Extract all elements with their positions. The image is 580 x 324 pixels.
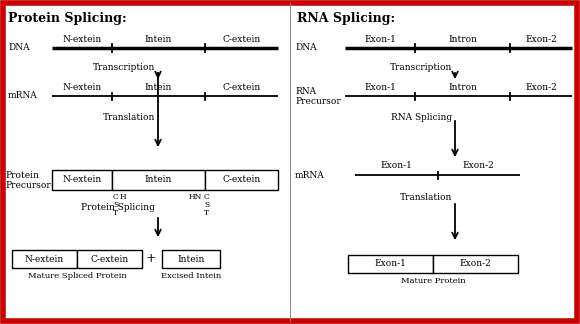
Text: N-extein: N-extein <box>63 34 102 43</box>
Text: C: C <box>113 193 119 201</box>
Text: Precursor: Precursor <box>295 97 341 106</box>
Text: DNA: DNA <box>8 43 30 52</box>
Text: Exon-1: Exon-1 <box>364 34 396 43</box>
Bar <box>77 250 142 268</box>
Bar <box>162 250 220 268</box>
Text: Mature Spliced Protein: Mature Spliced Protein <box>28 272 126 280</box>
Text: Exon-2: Exon-2 <box>463 161 495 170</box>
Text: RNA Splicing: RNA Splicing <box>391 113 452 122</box>
Text: RNA: RNA <box>295 87 316 97</box>
Text: C-extein: C-extein <box>222 176 260 184</box>
Text: Exon-1: Exon-1 <box>375 260 407 269</box>
Text: Intron: Intron <box>448 83 477 91</box>
Text: Intein: Intein <box>177 254 205 263</box>
Text: C-extein: C-extein <box>222 34 260 43</box>
Text: Exon-2: Exon-2 <box>459 260 491 269</box>
Text: H: H <box>120 193 126 201</box>
Text: mRNA: mRNA <box>295 170 325 179</box>
Text: mRNA: mRNA <box>8 91 38 100</box>
Text: C-extein: C-extein <box>222 83 260 91</box>
Text: Translation: Translation <box>400 192 452 202</box>
Text: Exon-1: Exon-1 <box>380 161 412 170</box>
Bar <box>205 170 278 190</box>
Text: C: C <box>204 193 210 201</box>
Text: Protein Splicing: Protein Splicing <box>81 203 155 213</box>
Bar <box>52 170 112 190</box>
Text: Exon-2: Exon-2 <box>525 34 557 43</box>
Text: S: S <box>113 201 118 209</box>
Text: DNA: DNA <box>295 43 317 52</box>
Text: N-extein: N-extein <box>63 176 102 184</box>
Text: N-extein: N-extein <box>25 254 64 263</box>
Text: C-extein: C-extein <box>90 254 129 263</box>
Text: Excised Intein: Excised Intein <box>161 272 221 280</box>
Text: T: T <box>204 209 209 217</box>
Text: Transcription: Transcription <box>93 63 155 72</box>
Text: +: + <box>146 252 157 265</box>
Text: Protein Splicing:: Protein Splicing: <box>8 12 126 25</box>
Text: Mature Protein: Mature Protein <box>401 277 465 285</box>
Text: Intron: Intron <box>448 34 477 43</box>
Text: Exon-1: Exon-1 <box>364 83 396 91</box>
Bar <box>348 255 433 273</box>
Text: Exon-2: Exon-2 <box>525 83 557 91</box>
Bar <box>12 250 77 268</box>
Bar <box>433 255 518 273</box>
Text: N-extein: N-extein <box>63 83 102 91</box>
Text: HN: HN <box>189 193 202 201</box>
Text: S: S <box>204 201 209 209</box>
Text: Translation: Translation <box>103 112 155 122</box>
Text: T: T <box>113 209 118 217</box>
Text: Transcription: Transcription <box>390 63 452 72</box>
Bar <box>112 170 205 190</box>
Text: Intein: Intein <box>145 176 172 184</box>
Text: Precursor: Precursor <box>5 181 51 191</box>
Text: Intein: Intein <box>145 34 172 43</box>
Text: Protein: Protein <box>5 171 39 180</box>
Text: Intein: Intein <box>145 83 172 91</box>
Text: RNA Splicing:: RNA Splicing: <box>297 12 395 25</box>
